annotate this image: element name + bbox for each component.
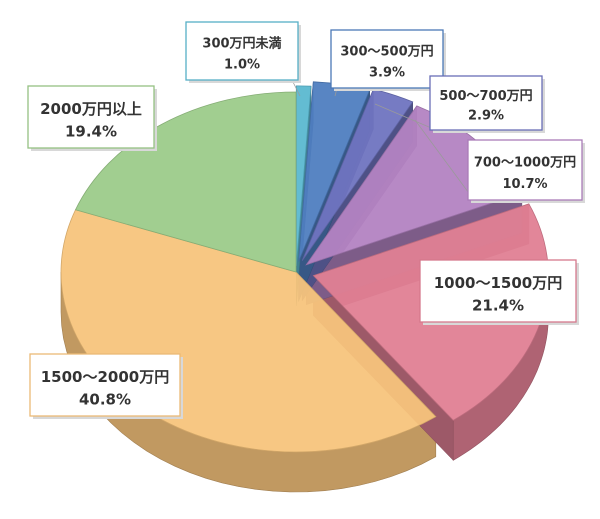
data-label-category: 500～700万円	[439, 89, 532, 104]
data-label-box	[27, 85, 155, 149]
data-label-value: 1.0%	[224, 57, 260, 72]
data-label-1: 300～500万円 3.9%	[330, 29, 446, 91]
data-labels: 300万円未満 1.0% 300～500万円 3.9% 500～700万円 2.9% 700…	[27, 21, 585, 419]
data-label-category: 700～1000万円	[474, 155, 576, 170]
data-label-value: 10.7%	[502, 177, 547, 192]
data-label-box	[185, 21, 299, 81]
data-label-category: 1500～2000万円	[41, 368, 170, 386]
data-label-box	[419, 259, 577, 323]
data-label-4: 1000～1500万円 21.4%	[419, 259, 579, 325]
data-label-box	[29, 353, 181, 417]
data-label-6: 2000万円以上 19.4%	[27, 85, 157, 151]
data-label-value: 40.8%	[79, 390, 131, 408]
data-label-category: 1000～1500万円	[434, 274, 563, 292]
data-label-3: 700～1000万円 10.7%	[467, 139, 585, 203]
data-label-0: 300万円未満 1.0%	[185, 21, 301, 83]
pie-slice-0	[295, 85, 312, 266]
pie-slice-6	[74, 91, 297, 273]
data-label-value: 3.9%	[369, 65, 405, 80]
data-label-value: 19.4%	[65, 122, 117, 140]
leader-line-2	[374, 103, 437, 131]
data-label-category: 300万円未満	[202, 36, 281, 52]
data-label-2: 500～700万円 2.9%	[429, 75, 545, 133]
data-label-value: 21.4%	[472, 296, 524, 314]
leader-line-3	[414, 119, 475, 201]
data-label-box	[467, 139, 583, 201]
data-label-category: 2000万円以上	[40, 100, 142, 118]
data-label-box	[330, 29, 444, 89]
data-label-5: 1500～2000万円 40.8%	[29, 353, 183, 419]
data-label-box	[429, 75, 543, 131]
data-label-category: 300～500万円	[340, 45, 433, 60]
data-label-value: 2.9%	[468, 108, 504, 123]
